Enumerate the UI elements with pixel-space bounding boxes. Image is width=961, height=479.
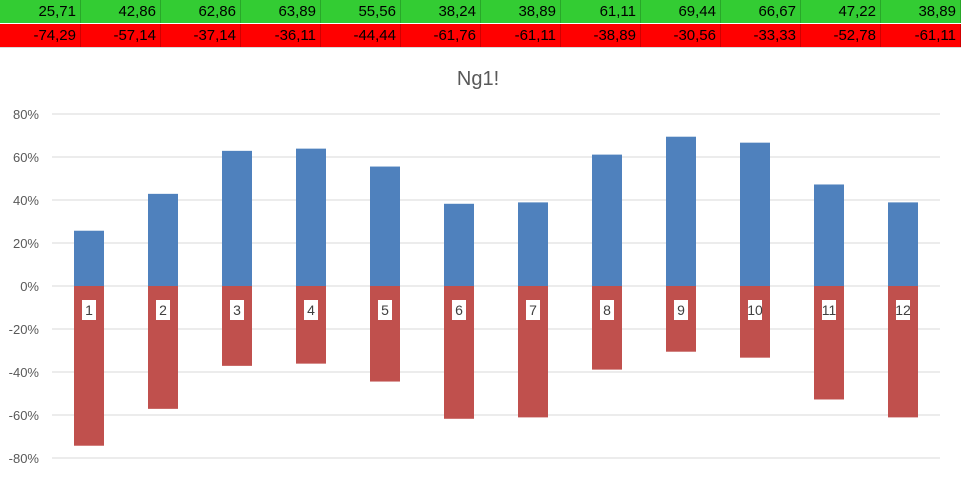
category-label-bg [896,300,910,320]
sheet-gridline [0,47,961,48]
positive-value-cell[interactable]: 63,89 [241,0,321,23]
category-label-bg [156,300,170,320]
positive-bar [888,202,918,286]
positive-bar [444,203,474,286]
positive-bar [666,136,696,286]
category-label: 1 [85,302,93,318]
category-label-bg [452,300,466,320]
positive-bar [74,230,104,286]
positive-bar [296,148,326,286]
y-tick-label: 20% [13,236,39,251]
positive-value-cell[interactable]: 38,89 [481,0,561,23]
negative-bar [296,286,326,364]
positive-value-cell[interactable]: 62,86 [161,0,241,23]
negative-value-cell[interactable]: -36,11 [241,24,321,47]
positive-value-cell[interactable]: 38,89 [881,0,961,23]
category-label-bg [674,300,688,320]
positive-value-cell[interactable]: 42,86 [81,0,161,23]
category-label-bg [304,300,318,320]
positive-value-cell[interactable]: 69,44 [641,0,721,23]
negative-value-cell[interactable]: -61,11 [881,24,961,47]
negative-value-cell[interactable]: -61,11 [481,24,561,47]
negative-value-cell[interactable]: -57,14 [81,24,161,47]
category-label: 11 [822,302,837,318]
negative-value-cell[interactable]: -33,33 [721,24,801,47]
y-tick-label: -60% [9,408,40,423]
category-label: 8 [603,302,611,318]
positive-bar [518,202,548,286]
category-label-bg [600,300,614,320]
category-label-bg [526,300,540,320]
negative-values-row: -74,29 -57,14 -37,14 -36,11 -44,44 -61,76 -61,… [0,24,961,47]
y-tick-label: 60% [13,150,39,165]
positive-bar [370,166,400,286]
row-separator [0,23,961,24]
negative-value-cell[interactable]: -61,76 [401,24,481,47]
negative-value-cell[interactable]: -30,56 [641,24,721,47]
y-tick-label: 40% [13,193,39,208]
category-label-bg [82,300,96,320]
positive-values-row: 25,71 42,86 62,86 63,89 55,56 38,24 38,89 61,11… [0,0,961,23]
negative-value-cell[interactable]: -52,78 [801,24,881,47]
negative-value-cell[interactable]: -44,44 [321,24,401,47]
y-tick-label: -80% [9,451,40,466]
category-label: 12 [895,302,911,318]
category-label-bg [748,300,762,320]
positive-bar [592,154,622,286]
category-label: 5 [381,302,389,318]
positive-value-cell[interactable]: 61,11 [561,0,641,23]
category-label: 10 [747,302,763,318]
category-label: 6 [455,302,463,318]
category-label: 2 [159,302,167,318]
positive-bar [222,150,252,286]
positive-value-cell[interactable]: 47,22 [801,0,881,23]
y-axis-tick-labels: 80% 60% 40% 20% 0% -20% -40% -60% -80% [9,107,40,466]
category-label: 7 [529,302,537,318]
positive-bar [740,142,770,286]
negative-bar [592,286,622,370]
category-label: 3 [233,302,241,318]
positive-bar [814,184,844,286]
gridlines [52,113,940,459]
category-label: 4 [307,302,315,318]
negative-bar [222,286,252,366]
category-labels: 1 2 3 4 5 6 7 8 9 10 11 12 [82,300,911,320]
positive-value-cell[interactable]: 25,71 [0,0,81,23]
chart-title: Ng1! [457,68,499,90]
negative-value-cell[interactable]: -37,14 [161,24,241,47]
negative-value-cell[interactable]: -38,89 [561,24,641,47]
positive-value-cell[interactable]: 55,56 [321,0,401,23]
positive-value-cell[interactable]: 38,24 [401,0,481,23]
y-tick-label: 80% [13,107,39,122]
negative-value-cell[interactable]: -74,29 [0,24,81,47]
category-label: 9 [677,302,685,318]
positive-value-cell[interactable]: 66,67 [721,0,801,23]
category-label-bg [822,300,836,320]
category-label-bg [378,300,392,320]
negative-bar [740,286,770,358]
category-label-bg [230,300,244,320]
y-tick-label: -20% [9,322,40,337]
positive-bar [148,193,178,286]
y-tick-label: 0% [20,279,39,294]
y-tick-label: -40% [9,365,40,380]
